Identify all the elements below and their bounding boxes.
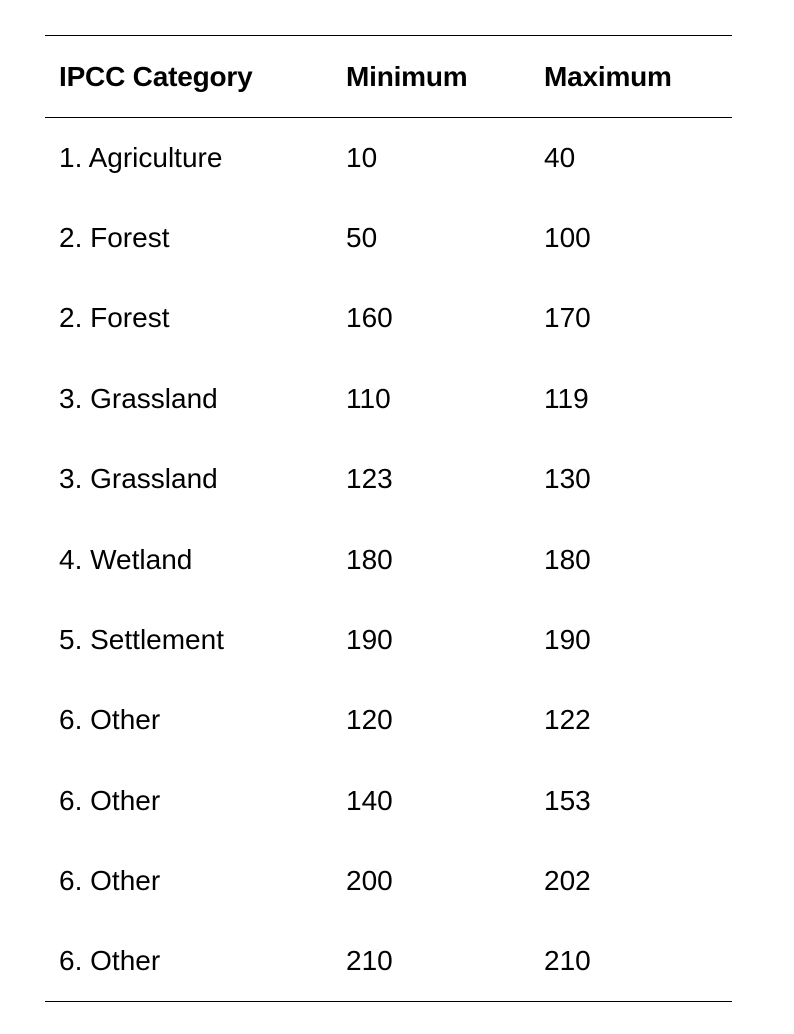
table-row: 3. Grassland 123 130 <box>45 439 732 519</box>
cell-maximum: 40 <box>544 141 576 173</box>
cell-maximum: 170 <box>544 302 591 334</box>
ipcc-category-table: IPCC Category Minimum Maximum 1. Agricul… <box>45 35 732 1002</box>
table-row: 6. Other 120 122 <box>45 680 732 760</box>
cell-minimum: 10 <box>346 141 378 173</box>
cell-minimum: 110 <box>346 382 391 414</box>
table-row: 6. Other 200 202 <box>45 841 732 921</box>
table-header: IPCC Category Minimum Maximum <box>45 35 732 118</box>
cell-maximum: 122 <box>544 704 591 736</box>
cell-maximum: 153 <box>544 784 591 816</box>
table-row: 3. Grassland 110 119 <box>45 359 732 439</box>
cell-minimum: 210 <box>346 945 393 977</box>
ipcc-category-table-container: IPCC Category Minimum Maximum 1. Agricul… <box>45 35 732 1002</box>
cell-minimum: 120 <box>346 704 393 736</box>
cell-maximum: 180 <box>544 543 591 575</box>
cell-minimum: 180 <box>346 543 393 575</box>
cell-category: 2. Forest <box>59 222 170 254</box>
cell-category: 6. Other <box>59 865 161 897</box>
cell-category: 1. Agriculture <box>59 141 223 173</box>
cell-minimum: 200 <box>346 865 393 897</box>
cell-category: 3. Grassland <box>59 382 218 414</box>
table-row: 2. Forest 160 170 <box>45 278 732 358</box>
header-row: IPCC Category Minimum Maximum <box>45 35 732 118</box>
cell-maximum: 190 <box>544 624 591 656</box>
cell-category: 6. Other <box>59 945 161 977</box>
cell-minimum: 160 <box>346 302 393 334</box>
cell-maximum: 202 <box>544 865 591 897</box>
cell-maximum: 119 <box>544 382 589 414</box>
header-maximum: Maximum <box>544 60 672 92</box>
cell-minimum: 50 <box>346 222 378 254</box>
header-minimum: Minimum <box>346 60 468 92</box>
table-row: 2. Forest 50 100 <box>45 198 732 278</box>
cell-maximum: 210 <box>544 945 591 977</box>
table-row: 1. Agriculture 10 40 <box>45 118 732 198</box>
cell-minimum: 123 <box>346 463 393 495</box>
table-row: 6. Other 210 210 <box>45 921 732 1002</box>
cell-category: 4. Wetland <box>59 543 193 575</box>
cell-category: 6. Other <box>59 704 161 736</box>
table-row: 5. Settlement 190 190 <box>45 600 732 680</box>
cell-category: 5. Settlement <box>59 624 224 656</box>
header-ipcc-category: IPCC Category <box>59 60 253 92</box>
cell-maximum: 130 <box>544 463 591 495</box>
cell-minimum: 140 <box>346 784 393 816</box>
table-row: 6. Other 140 153 <box>45 761 732 841</box>
cell-category: 6. Other <box>59 784 161 816</box>
table-body: 1. Agriculture 10 40 2. Forest 50 100 2.… <box>45 118 732 1002</box>
cell-category: 2. Forest <box>59 302 170 334</box>
cell-maximum: 100 <box>544 222 591 254</box>
cell-category: 3. Grassland <box>59 463 218 495</box>
table-row: 4. Wetland 180 180 <box>45 519 732 599</box>
cell-minimum: 190 <box>346 624 393 656</box>
